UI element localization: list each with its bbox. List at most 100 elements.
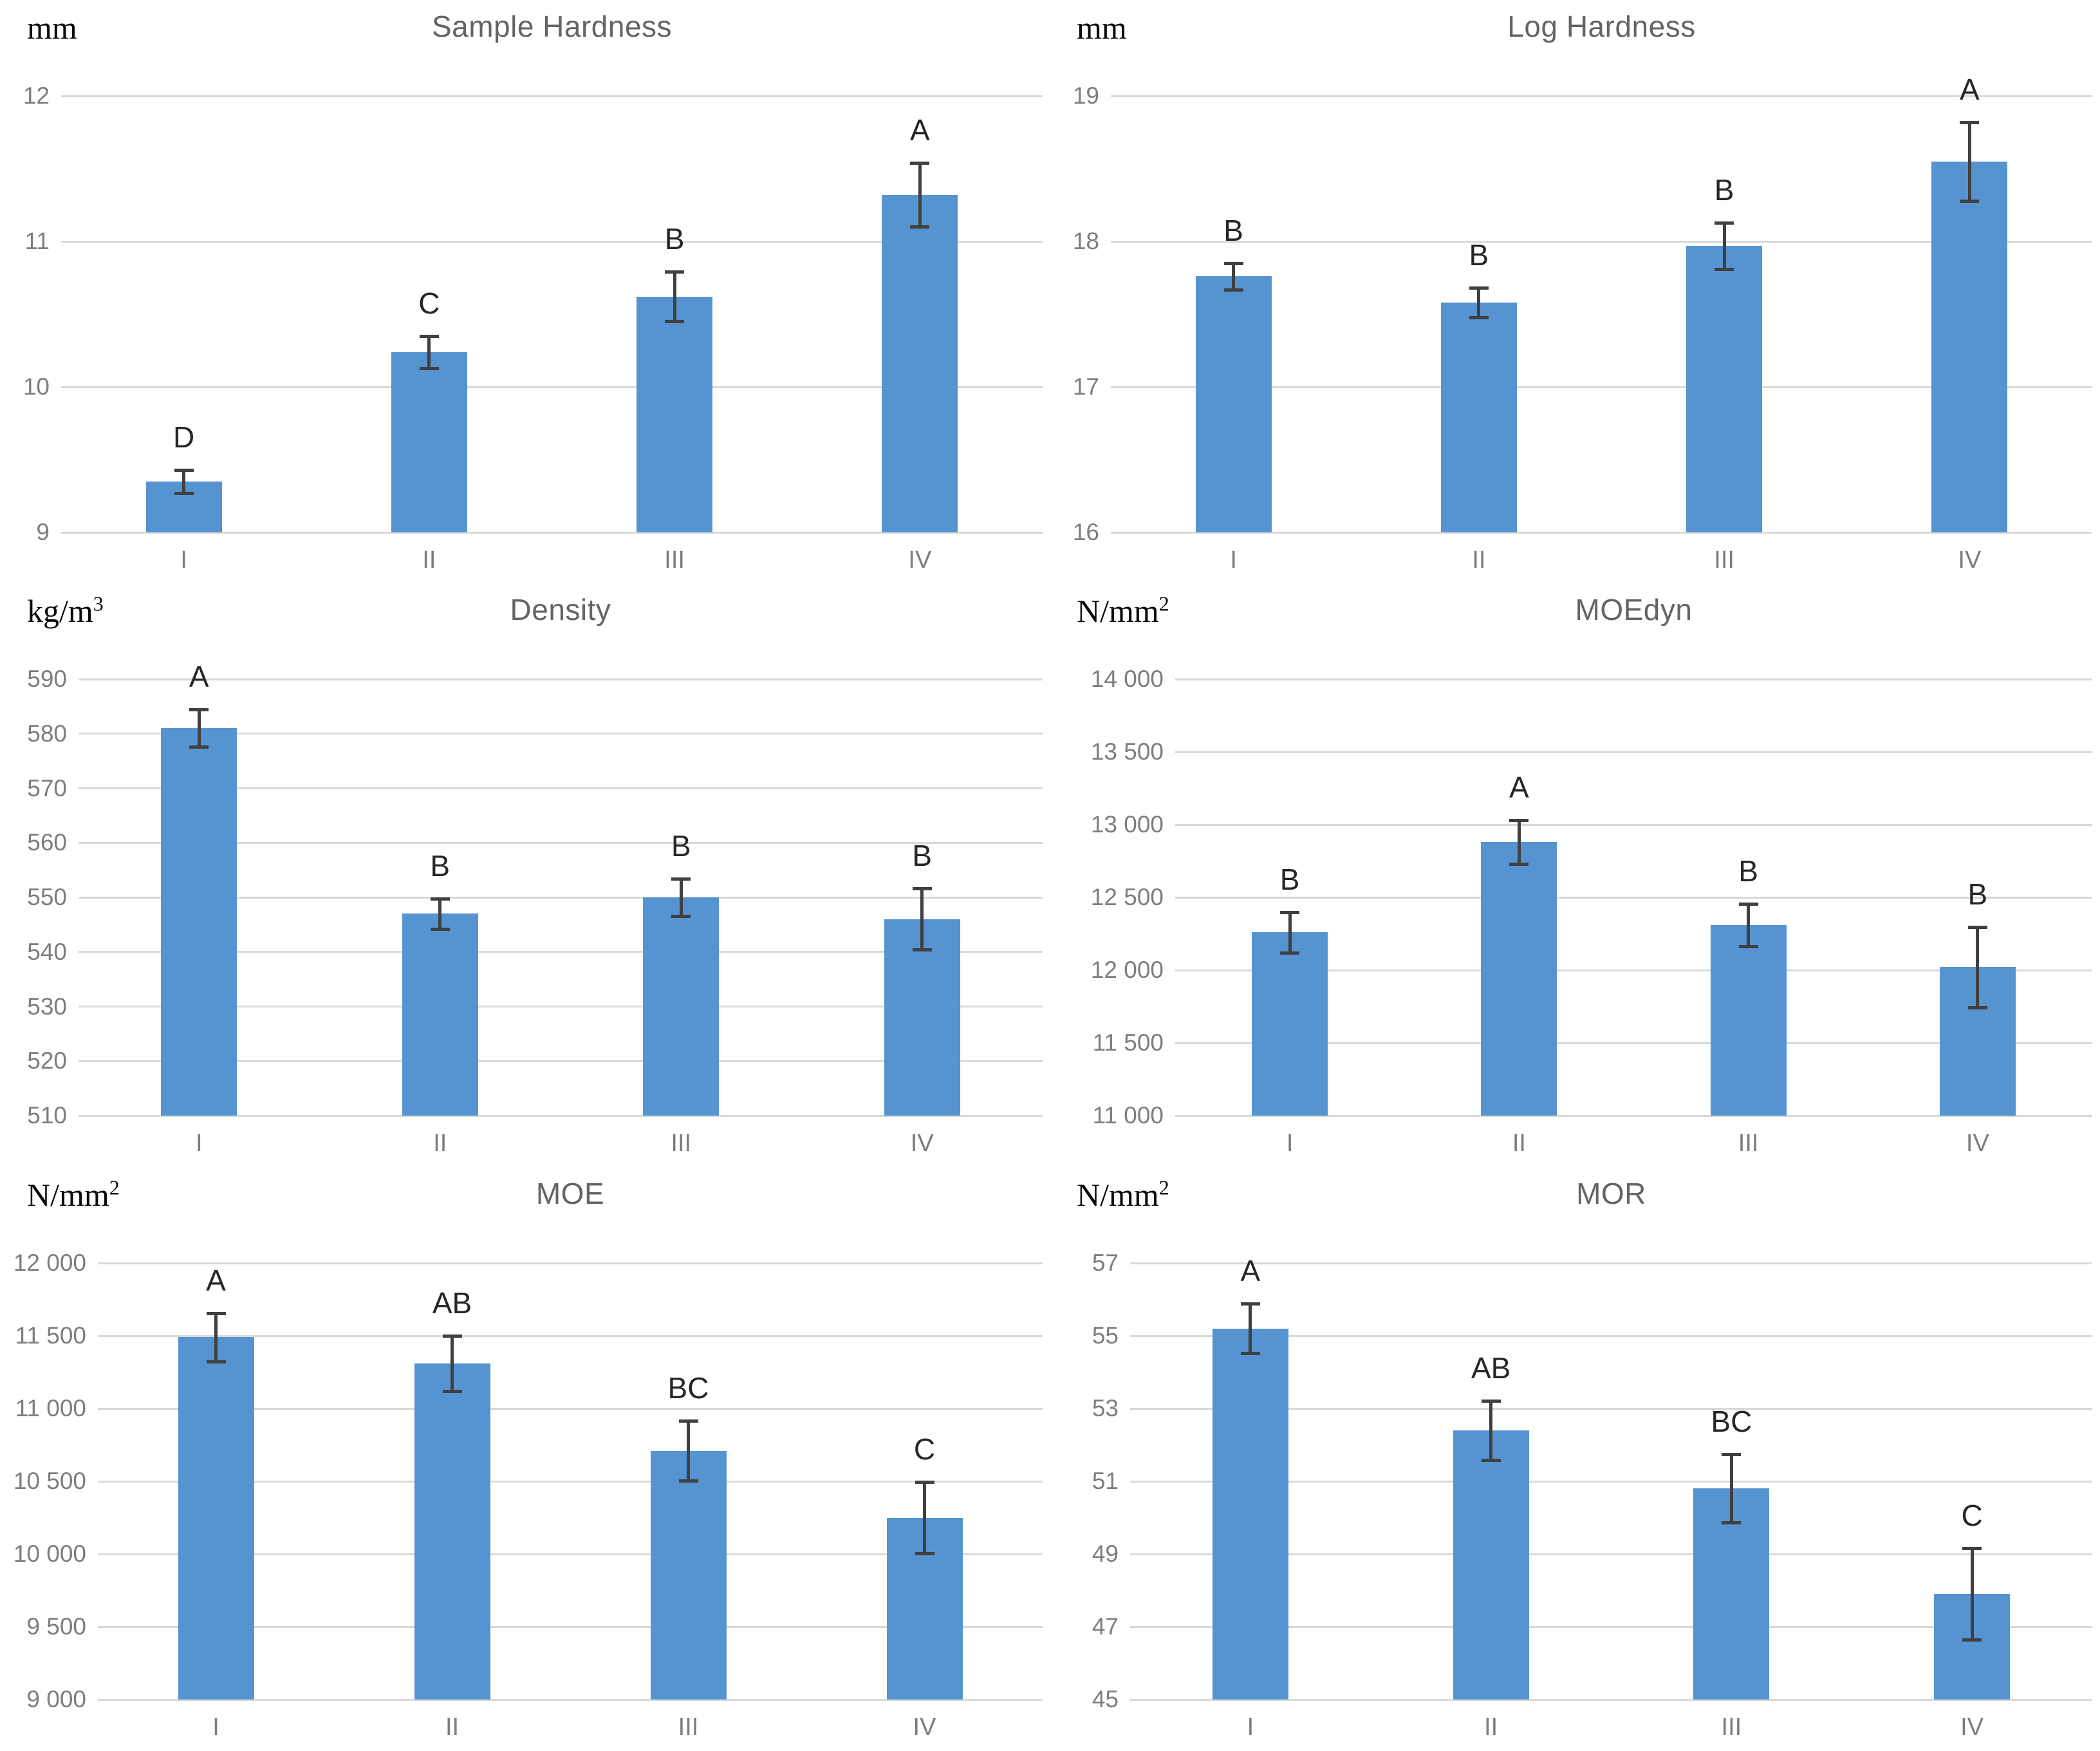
y-tick-label: 13 000 [1090,811,1164,838]
x-axis-label: IV [908,547,932,574]
significance-letter: B [671,829,691,863]
error-bar-cap-bottom [665,320,685,324]
error-bar-cap-top [442,1334,462,1338]
y-tick-label: 19 [1072,82,1099,109]
error-bar-whisker [687,1421,690,1481]
y-tick-label: 540 [27,938,67,965]
error-bar-cap-top [174,468,194,472]
chart-panel-moe: N/mm2 MOE 12 000 11 500 11 000 10 500 10 000 9 … [0,1167,1050,1751]
y-axis-unit-label: kg/m3 [27,592,104,630]
y-axis-unit-superscript: 2 [109,1175,120,1199]
chart-panel-sample-hardness: mm Sample Hardness 12 11 10 9 D I C II B III A IV [0,0,1050,583]
gridline [98,1698,1043,1701]
y-tick-label: 12 000 [13,1250,86,1276]
error-bar-cap-bottom [419,366,439,370]
chart-panel-density: kg/m3 Density 590 580 570 560 550 540 530 520 510 A… [0,583,1050,1167]
gridline [1130,1480,2092,1483]
error-bar-cap-top [1223,261,1243,265]
x-axis-label: I [180,547,187,574]
significance-letter: B [912,839,933,873]
gridline [61,531,1043,534]
error-bar-cap-bottom [430,928,450,932]
error-bar-whisker [1489,1400,1493,1461]
gridline [61,95,1043,97]
error-bar-cap-top [910,161,930,165]
error-bar-whisker [197,709,201,747]
significance-letter: BC [1711,1405,1752,1439]
x-axis-label: I [212,1714,219,1741]
y-tick-label: 530 [27,993,67,1020]
error-bar-whisker [1976,927,1980,1007]
y-axis-unit-superscript: 2 [1158,1175,1169,1199]
chart-panel-moedyn: N/mm2 MOEdyn 14 000 13 500 13 000 12 500 12 00… [1050,583,2100,1167]
x-axis-label: II [433,1130,447,1157]
error-bar-cap-bottom [1509,863,1529,866]
x-axis-label: III [671,1130,692,1157]
gridline [98,1553,1043,1555]
bar-III [1710,924,1787,1116]
gridline [1130,1262,2092,1264]
significance-letter: B [1738,854,1758,888]
error-bar-cap-top [912,887,932,891]
bar-II [414,1363,490,1700]
gridline [1175,969,2092,971]
gridline [79,733,1043,735]
gridline [1130,1334,2092,1337]
chart-title: MOE [535,1177,605,1210]
y-tick-label: 570 [27,774,67,801]
y-tick-label: 47 [1092,1613,1119,1640]
error-bar-cap-bottom [1280,951,1300,955]
y-axis-unit-text: N/mm [1077,1177,1159,1213]
error-bar-cap-bottom [915,1551,934,1555]
y-tick-label: 13 500 [1090,738,1164,765]
y-tick-label: 560 [27,829,67,856]
y-tick-label: 520 [27,1047,67,1074]
y-axis-unit-superscript: 3 [93,592,104,615]
significance-letter: B [664,222,685,256]
error-bar-whisker [1747,904,1751,946]
significance-letter: AB [1471,1351,1511,1385]
error-bar-cap-bottom [1481,1459,1501,1463]
x-axis-label: II [1484,1714,1498,1741]
error-bar-cap-bottom [1722,1521,1742,1525]
chart-title: Sample Hardness [431,10,673,43]
y-tick-label: 51 [1092,1468,1119,1494]
bar-III [637,296,713,532]
error-bar-cap-top [678,1419,698,1423]
y-axis-unit-superscript: 2 [1158,592,1169,615]
x-axis-label: I [1247,1714,1254,1741]
error-bar-cap-bottom [671,914,691,918]
error-bar-cap-bottom [189,745,209,749]
error-bar-whisker [1517,820,1521,865]
error-bar-whisker [918,162,922,227]
y-tick-label: 11 000 [1092,1102,1164,1128]
significance-letter: B [1967,877,1988,912]
error-bar-cap-top [1280,910,1300,914]
gridline [61,386,1043,388]
error-bar-cap-bottom [1240,1352,1260,1356]
gridline [79,1006,1043,1007]
gridline [1111,95,2092,97]
y-tick-label: 11 000 [15,1395,86,1421]
x-axis-label: III [1714,547,1734,574]
y-tick-label: 10 000 [13,1540,86,1567]
y-tick-label: 16 [1072,519,1099,545]
significance-letter: BC [667,1371,709,1405]
chart-panel-log-hardness: mm Log Hardness 19 18 17 16 B I B II B III A IV [1050,0,2100,583]
x-axis-label: III [664,547,685,574]
error-bar-cap-bottom [206,1360,226,1363]
y-axis-unit-label: N/mm2 [1077,1176,1169,1213]
x-axis-label: IV [1958,547,1982,574]
bar-II [402,913,478,1116]
error-bar-whisker [427,335,431,368]
gridline [1130,1553,2092,1555]
y-tick-label: 18 [1072,228,1099,254]
gridline [1175,1114,2092,1117]
error-bar-cap-top [671,877,691,881]
y-axis-unit-text: kg/m [27,593,93,629]
error-bar-cap-top [419,334,439,338]
error-bar-cap-bottom [174,491,194,495]
y-tick-label: 9 000 [26,1686,86,1712]
error-bar-whisker [438,898,442,930]
